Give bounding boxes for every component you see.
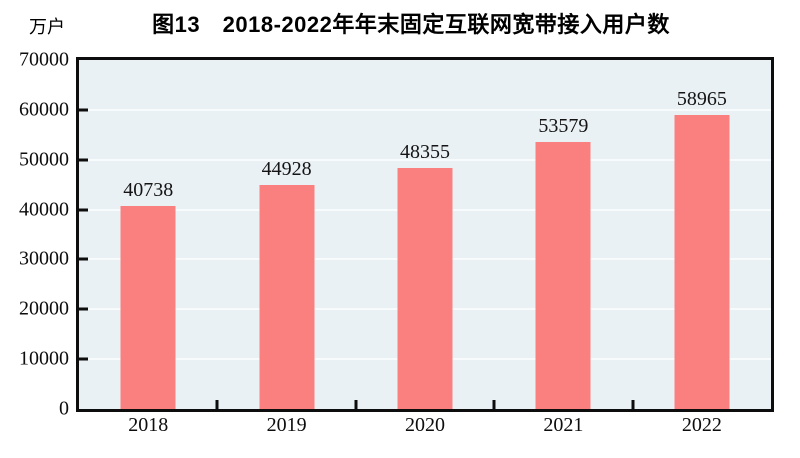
- y-axis-tick: [79, 208, 88, 212]
- bar-cell: 53579: [494, 60, 632, 409]
- x-axis-category-label: 2019: [266, 414, 307, 436]
- x-axis-tick: [631, 400, 635, 409]
- bar-cell: 40738: [79, 60, 217, 409]
- y-axis-tick-label: 20000: [19, 297, 69, 320]
- y-axis-tick: [79, 307, 88, 311]
- bar-cell: 58965: [633, 60, 771, 409]
- chart-title: 图13 2018-2022年年末固定互联网宽带接入用户数: [152, 12, 670, 37]
- y-axis-tick: [79, 108, 88, 112]
- bar-2022: [674, 115, 730, 409]
- gridline: [79, 158, 771, 161]
- y-axis-tick: [79, 158, 88, 162]
- x-axis-tick: [492, 400, 496, 409]
- x-axis-labels: 2018 2019 2020 2021 2022: [79, 414, 771, 437]
- y-axis-tick: [79, 257, 88, 261]
- bar-value-label: 44928: [261, 158, 312, 181]
- bar-2019: [259, 185, 315, 409]
- bar-value-label: 48355: [400, 140, 451, 163]
- bar-2020: [397, 167, 453, 409]
- bar-value-label: 40738: [123, 178, 174, 201]
- x-axis-tick: [215, 400, 219, 409]
- y-axis-unit-label: 万户: [29, 17, 65, 37]
- bar-value-label: 53579: [538, 114, 589, 137]
- y-axis-tick-label: 60000: [19, 98, 69, 121]
- bar-cell: 48355: [356, 60, 494, 409]
- y-axis-tick-label: 10000: [19, 347, 69, 370]
- gridline: [79, 108, 771, 111]
- bar-2021: [535, 141, 591, 409]
- bar-cell: 44928: [217, 60, 355, 409]
- y-axis-tick-label: 30000: [19, 247, 69, 270]
- plot-area: 40738 44928 48355 53579 58965: [76, 57, 774, 412]
- y-axis-tick-label: 0: [59, 397, 69, 420]
- bars-row: 40738 44928 48355 53579 58965: [79, 60, 771, 409]
- y-axis-labels: 0 10000 20000 30000 40000 50000 60000 70000: [0, 49, 69, 420]
- y-axis-tick: [79, 357, 88, 361]
- y-axis-tick-label: 40000: [19, 198, 69, 221]
- bar-2018: [120, 205, 176, 409]
- x-axis-category-label: 2021: [543, 414, 584, 436]
- y-axis-tick-label: 50000: [19, 148, 69, 171]
- x-axis-category-label: 2020: [405, 414, 446, 436]
- x-axis-category-label: 2022: [681, 414, 722, 436]
- bar-value-label: 58965: [676, 88, 727, 111]
- x-axis-tick: [354, 400, 358, 409]
- x-axis-category-label: 2018: [128, 414, 169, 436]
- y-axis-tick-label: 70000: [19, 48, 69, 71]
